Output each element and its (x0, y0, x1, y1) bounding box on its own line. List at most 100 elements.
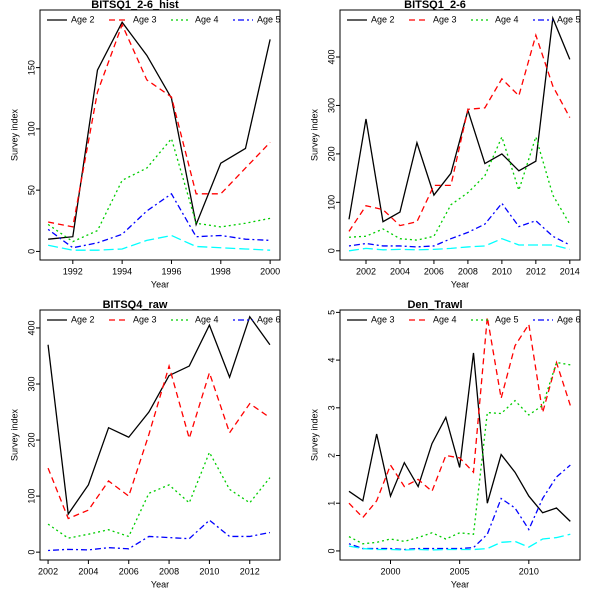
legend-label: Age 4 (495, 14, 519, 24)
x-tick-label: 1998 (211, 266, 231, 276)
series-line (348, 361, 571, 545)
x-axis-label: Year (151, 579, 169, 589)
series-line (348, 15, 571, 223)
legend-label: Age 6 (557, 314, 581, 324)
legend-label: Age 3 (433, 14, 457, 24)
y-tick-label: 0 (26, 249, 36, 254)
legend-label: Age 4 (195, 14, 219, 24)
x-tick-label: 1994 (112, 266, 132, 276)
series-line (48, 519, 271, 552)
y-axis-label: Survey index (9, 408, 19, 461)
x-tick-label: 2012 (526, 266, 546, 276)
y-axis-label: Survey index (9, 108, 19, 161)
y-tick-label: 100 (326, 195, 336, 210)
x-tick-label: 2010 (492, 266, 512, 276)
panel: Den_Trawl Year Survey index 2000 2005 2010 0 1 2… (309, 299, 581, 589)
legend-label: Age 4 (195, 314, 219, 324)
legend-label: Age 5 (557, 14, 581, 24)
x-tick-label: 2010 (519, 566, 539, 576)
y-tick-label: 0 (26, 550, 36, 555)
legend-label: Age 6 (257, 314, 281, 324)
y-axis-label: Survey index (309, 108, 319, 161)
y-tick-label: 0 (326, 248, 336, 253)
x-tick-label: 1992 (63, 266, 83, 276)
series-line (348, 202, 571, 248)
series-line (47, 450, 271, 539)
legend-label: Age 2 (71, 14, 95, 24)
y-axis-label: Survey index (309, 408, 319, 461)
x-tick-label: 2000 (260, 266, 280, 276)
series-line (348, 237, 570, 252)
x-tick-label: 2004 (78, 566, 98, 576)
series-line (47, 363, 271, 520)
series-line (48, 22, 271, 228)
panel: BITSQ1_2-6 Year Survey index 2002 2004 2006 20… (309, 0, 581, 289)
plot-frame (339, 309, 581, 561)
plot-area: Age 2 Age 3 Age 4 Age 6 (47, 314, 281, 552)
legend-label: Age 3 (371, 314, 395, 324)
legend-label: Age 5 (495, 314, 519, 324)
y-tick-label: 300 (326, 98, 336, 113)
x-tick-label: 2012 (240, 566, 260, 576)
legend-label: Age 3 (133, 14, 157, 24)
series-line (348, 464, 571, 551)
x-axis-label: Year (451, 579, 469, 589)
plot-area: Age 3 Age 4 Age 5 Age 6 (347, 314, 581, 551)
panel: BITSQ1_2-6_hist Year Survey index 1992 1994 1… (9, 0, 281, 289)
y-tick-label: 2 (326, 453, 336, 458)
x-tick-label: 2005 (450, 566, 470, 576)
x-tick-label: 2014 (560, 266, 580, 276)
series-line (47, 192, 271, 249)
x-tick-label: 2004 (390, 266, 410, 276)
y-tick-label: 200 (26, 433, 36, 448)
x-tick-label: 2006 (119, 566, 139, 576)
x-axis-label: Year (151, 279, 169, 289)
chart-title: BITSQ1_2-6 (404, 0, 466, 11)
y-tick-label: 3 (326, 405, 336, 410)
legend-label: Age 2 (71, 314, 95, 324)
panel: BITSQ4_raw Year Survey index 2002 2004 2006 20… (9, 299, 281, 589)
x-tick-label: 2008 (159, 566, 179, 576)
chart-title: BITSQ4_raw (103, 299, 168, 311)
y-tick-label: 300 (26, 376, 36, 391)
legend-label: Age 4 (433, 314, 457, 324)
y-tick-label: 50 (26, 185, 36, 195)
legend-label: Age 3 (133, 314, 157, 324)
y-tick-label: 4 (326, 358, 336, 363)
y-tick-label: 100 (26, 489, 36, 504)
series-line (348, 352, 571, 522)
series-line (348, 134, 571, 241)
plot-area: Age 2 Age 3 Age 4 Age 5 (47, 14, 281, 251)
x-tick-label: 1996 (161, 266, 181, 276)
y-tick-label: 0 (326, 548, 336, 553)
y-tick-label: 150 (26, 60, 36, 75)
plot-area: Age 2 Age 3 Age 4 Age 5 (347, 14, 581, 252)
x-tick-label: 2010 (199, 566, 219, 576)
x-tick-label: 2006 (424, 266, 444, 276)
x-tick-label: 2000 (380, 566, 400, 576)
y-tick-label: 400 (26, 320, 36, 335)
legend-label: Age 2 (371, 14, 395, 24)
chart-title: BITSQ1_2-6_hist (91, 0, 179, 11)
y-tick-label: 200 (326, 146, 336, 161)
series-line (348, 32, 571, 232)
x-axis-label: Year (451, 279, 469, 289)
series-line (348, 533, 571, 551)
plot-frame (339, 9, 581, 261)
series-line (48, 234, 271, 251)
series-line (348, 317, 571, 519)
x-tick-label: 2002 (38, 566, 58, 576)
x-tick-label: 2002 (356, 266, 376, 276)
series-line (47, 315, 271, 516)
x-tick-label: 2008 (458, 266, 478, 276)
y-tick-label: 100 (26, 121, 36, 136)
y-tick-label: 400 (326, 49, 336, 64)
chart-title: Den_Trawl (407, 299, 462, 311)
legend-label: Age 5 (257, 14, 281, 24)
plot-frame (39, 9, 281, 261)
plot-frame (39, 309, 281, 561)
y-tick-label: 5 (326, 310, 336, 315)
series-line (48, 21, 271, 240)
y-tick-label: 1 (326, 501, 336, 506)
